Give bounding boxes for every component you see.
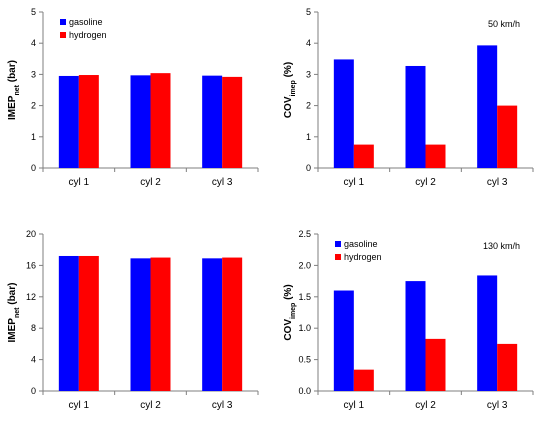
legend-label-hydrogen: hydrogen	[344, 252, 382, 262]
x-category-label: cyl 1	[69, 177, 90, 188]
bar-gasoline-cyl3	[477, 275, 498, 391]
x-category-label: cyl 2	[140, 177, 161, 188]
y-tick-label: 0.0	[298, 386, 311, 396]
y-axis-title-subscript: net	[14, 84, 21, 95]
y-tick-label: 2	[31, 101, 36, 111]
bar-hydrogen-cyl2	[425, 338, 446, 391]
x-category-label: cyl 2	[415, 400, 436, 411]
y-tick-label: 5	[306, 7, 311, 17]
y-tick-label: 2.0	[298, 260, 311, 270]
bar-gasoline-cyl2	[130, 258, 151, 391]
y-tick-label: 12	[26, 292, 36, 302]
bar-hydrogen-cyl1	[353, 369, 374, 391]
panel-cov-50kmh: 0 1 2 3 4 5 cyl 1 cyl 2 cyl 3 COVimep (%) 50 km/h	[283, 7, 534, 188]
bar-gasoline-cyl1	[333, 59, 354, 169]
y-axis-title-main: IMEP	[7, 95, 18, 120]
panel-imep-130kmh: 0 4 8 12 16 20 cyl 1 cyl 2 cyl 3 IMEPnet (bar)	[7, 229, 259, 411]
bar-gasoline-cyl1	[58, 255, 79, 391]
y-axis-title-subscript: imep	[290, 303, 297, 319]
y-axis-title-subscript: imep	[290, 80, 297, 96]
y-tick-label: 8	[31, 323, 36, 333]
y-axis-title-main: COV	[283, 96, 294, 118]
y-tick-label: 4	[31, 38, 36, 48]
bar-hydrogen-cyl3	[222, 76, 243, 168]
bar-hydrogen-cyl2	[150, 257, 171, 391]
legend-swatch-hydrogen	[60, 32, 66, 38]
x-category-label: cyl 3	[487, 177, 508, 188]
speed-annotation: 130 km/h	[483, 241, 520, 251]
legend-label-gasoline: gasoline	[344, 239, 378, 249]
y-tick-label: 0	[31, 386, 36, 396]
bar-gasoline-cyl2	[405, 65, 426, 168]
y-tick-label: 1	[31, 132, 36, 142]
y-axis-title-unit: (%)	[283, 284, 294, 302]
legend-label-gasoline: gasoline	[69, 17, 103, 27]
y-tick-label: 2.5	[298, 229, 311, 239]
speed-annotation: 50 km/h	[488, 19, 520, 29]
y-tick-label: 2	[306, 101, 311, 111]
bar-hydrogen-cyl2	[150, 73, 171, 168]
y-axis-title: COVimep (%)	[283, 62, 297, 118]
legend-label-hydrogen: hydrogen	[69, 30, 107, 40]
y-tick-label: 3	[31, 69, 36, 79]
y-tick-label: 4	[306, 38, 311, 48]
y-tick-label: 0	[306, 163, 311, 173]
y-axis-title-main: IMEP	[7, 318, 18, 343]
panel-cov-130kmh: 0.0 0.5 1.0 1.5 2.0 2.5 cyl 1 cyl 2 cyl 3 COVimep…	[283, 229, 534, 411]
bar-hydrogen-cyl1	[353, 144, 374, 168]
bar-hydrogen-cyl1	[78, 75, 99, 168]
bar-gasoline-cyl3	[477, 45, 498, 168]
y-axis-title-subscript: net	[14, 307, 21, 318]
y-axis-title: IMEPnet (bar)	[7, 60, 21, 120]
y-tick-label: 0.5	[298, 355, 311, 365]
bar-hydrogen-cyl2	[425, 144, 446, 168]
y-tick-label: 0	[31, 163, 36, 173]
bar-gasoline-cyl1	[333, 290, 354, 391]
bar-hydrogen-cyl1	[78, 255, 99, 391]
bar-gasoline-cyl2	[130, 75, 151, 168]
y-tick-label: 3	[306, 69, 311, 79]
bar-hydrogen-cyl3	[497, 343, 518, 391]
legend-swatch-gasoline	[60, 19, 66, 25]
y-tick-label: 4	[31, 355, 36, 365]
bar-hydrogen-cyl3	[497, 105, 518, 168]
y-axis-title: IMEPnet (bar)	[7, 283, 21, 343]
bar-gasoline-cyl3	[202, 258, 223, 391]
bar-hydrogen-cyl3	[222, 257, 243, 391]
x-category-label: cyl 3	[487, 400, 508, 411]
x-category-label: cyl 1	[69, 400, 90, 411]
x-category-label: cyl 2	[415, 177, 436, 188]
y-tick-label: 16	[26, 260, 36, 270]
legend-swatch-hydrogen	[335, 254, 341, 260]
legend-swatch-gasoline	[335, 241, 341, 247]
y-tick-label: 1	[306, 132, 311, 142]
x-category-label: cyl 3	[212, 177, 233, 188]
x-category-label: cyl 3	[212, 400, 233, 411]
x-category-label: cyl 1	[344, 400, 365, 411]
y-axis-title-main: COV	[283, 319, 294, 341]
y-axis-title-unit: (bar)	[7, 283, 18, 308]
bar-gasoline-cyl1	[58, 75, 79, 168]
y-tick-label: 1.0	[298, 323, 311, 333]
y-tick-label: 1.5	[298, 292, 311, 302]
panel-imep-50kmh: 0 1 2 3 4 5 cyl 1 cyl 2 cyl 3 IMEPnet (bar) gasoli…	[7, 7, 259, 188]
y-tick-label: 5	[31, 7, 36, 17]
x-category-label: cyl 2	[140, 400, 161, 411]
y-tick-label: 20	[26, 229, 36, 239]
bar-gasoline-cyl2	[405, 281, 426, 391]
y-axis-title-unit: (bar)	[7, 60, 18, 85]
y-axis-title: COVimep (%)	[283, 284, 297, 340]
y-axis-title-unit: (%)	[283, 62, 294, 80]
bar-gasoline-cyl3	[202, 75, 223, 168]
x-category-label: cyl 1	[344, 177, 365, 188]
